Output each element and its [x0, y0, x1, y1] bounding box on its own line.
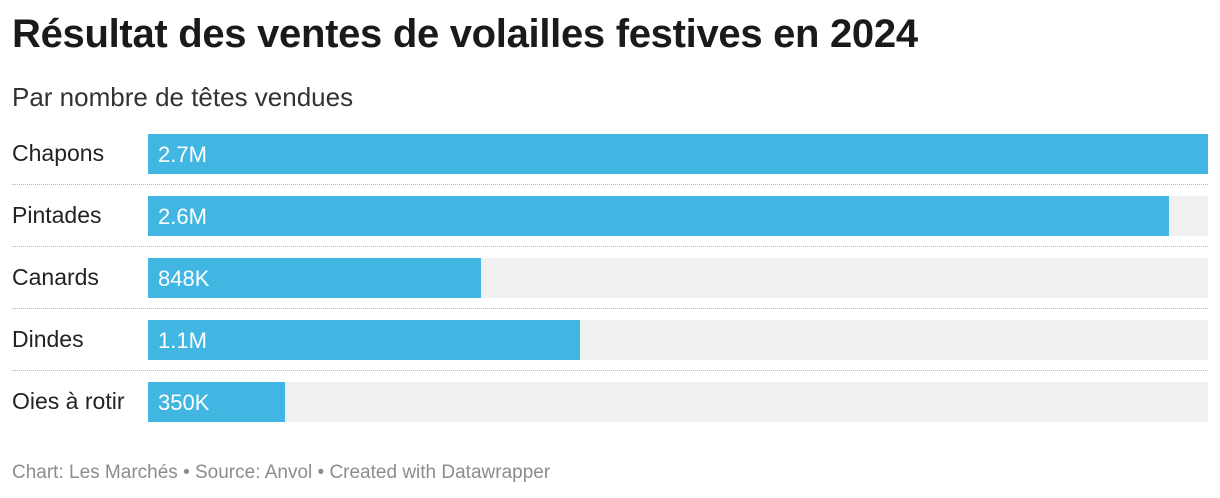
row-separator: [12, 370, 1208, 371]
bar: [148, 258, 481, 298]
bar: [148, 382, 285, 422]
bar-track: 2.7M: [148, 134, 1208, 174]
category-label: Canards: [12, 264, 99, 290]
value-label: 350K: [158, 390, 210, 415]
category-label: Chapons: [12, 140, 105, 166]
bar-track: 848K: [148, 258, 1208, 298]
bar-chart: Chapons 2.7M Pintades 2.6M Canards 848K Dindes…: [0, 124, 1220, 434]
row-separator: [12, 246, 1208, 247]
bar-row: Oies à rotir 350K: [0, 372, 1220, 434]
chart-footer: Chart: Les Marchés • Source: Anvol • Cre…: [12, 462, 551, 483]
bar-track: 350K: [148, 382, 1208, 422]
bar: [148, 134, 1208, 174]
bar: [148, 196, 1169, 236]
category-label: Oies à rotir: [12, 388, 125, 414]
bar-row: Dindes 1.1M: [0, 310, 1220, 372]
bar-row: Chapons 2.7M: [0, 124, 1220, 186]
row-separator: [12, 184, 1208, 185]
value-label: 2.6M: [158, 204, 207, 229]
bar-track: 2.6M: [148, 196, 1208, 236]
bar-track: 1.1M: [148, 320, 1208, 360]
bar-row: Canards 848K: [0, 248, 1220, 310]
category-label: Pintades: [12, 202, 102, 228]
bar: [148, 320, 580, 360]
row-separator: [12, 308, 1208, 309]
chart-title: Résultat des ventes de volailles festive…: [12, 12, 918, 56]
value-label: 848K: [158, 266, 210, 291]
category-label: Dindes: [12, 326, 84, 352]
value-label: 2.7M: [158, 142, 207, 167]
value-label: 1.1M: [158, 328, 207, 353]
bar-row: Pintades 2.6M: [0, 186, 1220, 248]
chart-subtitle: Par nombre de têtes vendues: [12, 82, 354, 112]
